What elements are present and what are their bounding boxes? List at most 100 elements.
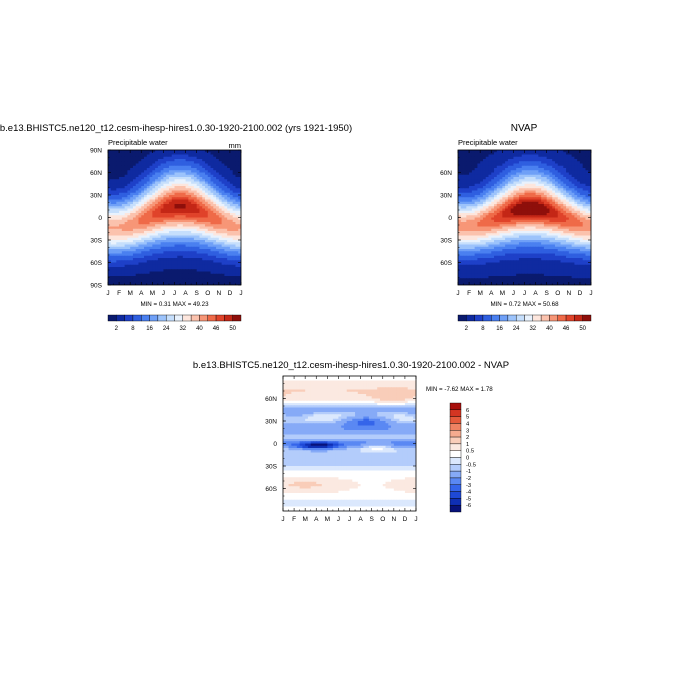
heatmap-cell [160, 269, 164, 272]
heatmap-cell [218, 242, 222, 245]
heatmap-cell [166, 179, 170, 182]
heatmap-cell [466, 183, 470, 187]
heatmap-cell [160, 172, 164, 176]
heatmap-cell [232, 161, 236, 164]
heatmap-cell [518, 201, 523, 205]
heatmap-cell [138, 246, 142, 250]
heatmap-cell [146, 262, 150, 266]
heatmap-cell [204, 170, 209, 173]
heatmap-cell [543, 150, 548, 153]
heatmap-cell [554, 224, 559, 227]
heatmap-cell [185, 271, 189, 275]
heatmap-cell [538, 165, 542, 169]
heatmap-cell [227, 242, 231, 245]
heatmap-cell [518, 168, 523, 171]
heatmap-cell [121, 183, 126, 187]
heatmap-cell [471, 235, 476, 239]
heatmap-cell [491, 224, 495, 227]
heatmap-cell [146, 154, 150, 158]
heatmap-cell [505, 181, 509, 185]
heatmap-cell [524, 186, 528, 189]
heatmap-obs [458, 150, 591, 285]
heatmap-cell [543, 186, 548, 189]
heatmap-cell [513, 161, 517, 164]
heatmap-cell [185, 267, 189, 270]
heatmap-cell [132, 215, 137, 218]
heatmap-cell [566, 186, 570, 189]
heatmap-cell [532, 231, 536, 234]
heatmap-cell [543, 231, 548, 234]
heatmap-cell [132, 280, 137, 284]
heatmap-cell [221, 190, 225, 194]
heatmap-cell [193, 208, 198, 212]
heatmap-cell [549, 181, 553, 185]
heatmap-cell [124, 228, 128, 232]
heatmap-cell [557, 170, 561, 173]
heatmap-cell [466, 237, 470, 241]
heatmap-cell [480, 174, 484, 178]
heatmap-cell [582, 161, 586, 164]
heatmap-cell [463, 233, 467, 236]
heatmap-cell [119, 163, 123, 167]
heatmap-cell [146, 222, 150, 225]
heatmap-cell [188, 246, 192, 250]
heatmap-cell [116, 222, 120, 225]
heatmap-cell [127, 226, 131, 230]
heatmap-cell [141, 217, 145, 221]
colorbar-model: 2 8 16 24 32 40 46 50 [107, 314, 242, 332]
heatmap-cell [182, 150, 186, 153]
heatmap-cell [199, 251, 203, 254]
heatmap-cell [141, 260, 145, 263]
heatmap-cell [510, 197, 514, 200]
heatmap-cell [229, 159, 234, 162]
heatmap-cell [144, 217, 148, 221]
heatmap-cell [563, 226, 567, 230]
heatmap-cell [549, 215, 553, 218]
heatmap-cell [574, 237, 578, 241]
heatmap-cell [480, 199, 484, 203]
heatmap-cell [113, 267, 117, 270]
heatmap-cell [152, 150, 156, 153]
heatmap-cell [152, 197, 156, 200]
heatmap-cell [458, 222, 462, 225]
heatmap-cell [229, 163, 234, 167]
heatmap-cell [530, 170, 534, 173]
heatmap-cell [499, 150, 503, 153]
heatmap-cell [141, 174, 145, 178]
heatmap-cell [113, 273, 117, 277]
heatmap-cell [232, 260, 236, 263]
heatmap-cell [579, 172, 584, 176]
heatmap-cell [144, 224, 148, 227]
heatmap-cell [543, 208, 548, 212]
heatmap-cell [543, 165, 548, 169]
heatmap-cell [527, 228, 531, 232]
heatmap-cell [227, 255, 231, 259]
heatmap-cell [138, 240, 142, 243]
heatmap-cell [127, 237, 131, 241]
heatmap-cell [141, 168, 145, 171]
heatmap-cell [485, 204, 489, 207]
heatmap-cell [180, 282, 184, 285]
heatmap-cell [577, 154, 581, 158]
heatmap-cell [152, 249, 156, 252]
heatmap-cell [216, 244, 220, 248]
heatmap-cell [518, 183, 523, 187]
heatmap-cell [238, 255, 241, 259]
heatmap-cell [152, 154, 156, 158]
heatmap-cell [188, 260, 192, 263]
heatmap-cell [163, 168, 167, 171]
heatmap-cell [199, 150, 203, 153]
heatmap-cell [152, 264, 156, 268]
heatmap-cell [138, 280, 142, 284]
heatmap-cell [471, 159, 476, 162]
heatmap-cell [130, 280, 134, 284]
heatmap-cell [110, 210, 114, 214]
heatmap-cell [221, 208, 225, 212]
heatmap-cell [155, 231, 159, 234]
heatmap-cell [485, 177, 489, 180]
heatmap-cell [188, 206, 192, 209]
heatmap-cell [474, 228, 478, 232]
heatmap-cell [510, 210, 514, 214]
heatmap-cell [168, 249, 173, 252]
heatmap-cell [238, 267, 241, 270]
